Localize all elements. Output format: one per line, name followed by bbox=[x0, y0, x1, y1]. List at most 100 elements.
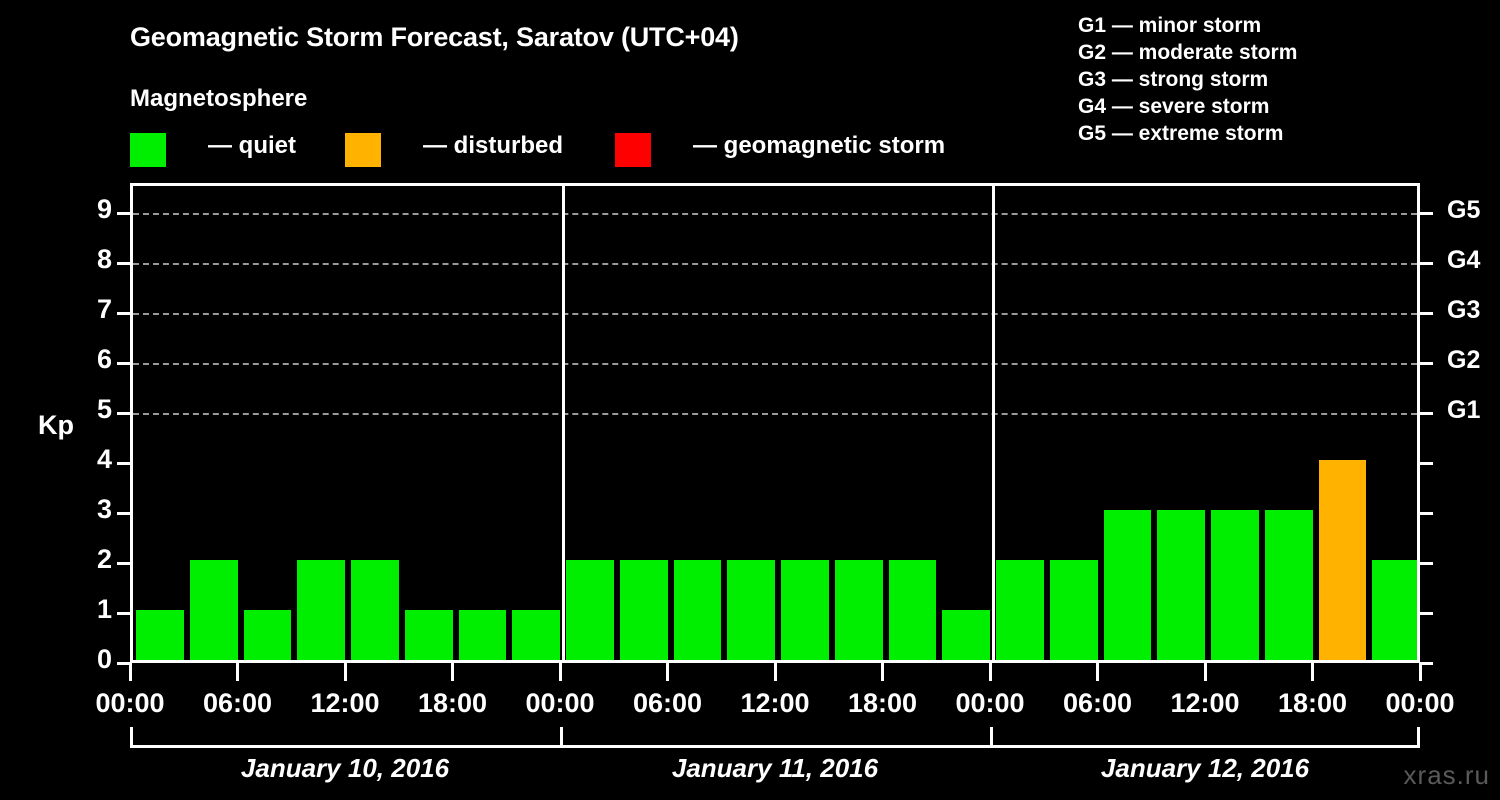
x-tick-label: 06:00 bbox=[1062, 688, 1133, 718]
bar bbox=[512, 610, 560, 660]
y-axis-title: Kp bbox=[38, 410, 74, 440]
y-tick-0 bbox=[117, 661, 130, 665]
day-bracket-tick bbox=[560, 727, 563, 748]
gridline-kp-5 bbox=[133, 413, 1417, 415]
y-tick-9 bbox=[117, 211, 130, 215]
bar bbox=[727, 560, 775, 660]
y-tick-label-4: 4 bbox=[96, 444, 112, 474]
watermark: xras.ru bbox=[1403, 760, 1490, 790]
x-tick-label: 18:00 bbox=[1277, 688, 1348, 718]
day-bracket-tick bbox=[1417, 727, 1420, 748]
bar bbox=[1049, 560, 1098, 660]
x-tick bbox=[666, 663, 669, 681]
y-tick-label-2: 2 bbox=[96, 544, 112, 574]
y-tick-right-4 bbox=[1420, 461, 1433, 465]
x-tick bbox=[343, 663, 347, 681]
bar bbox=[1103, 510, 1152, 660]
legend-label-quiet: — quiet bbox=[208, 132, 296, 159]
bar bbox=[404, 610, 453, 660]
x-tick bbox=[1418, 663, 1422, 681]
bar bbox=[996, 560, 1044, 660]
plot-area bbox=[130, 183, 1420, 663]
day-bracket-tick bbox=[990, 727, 993, 748]
gscale-axis-label-g4: G4 bbox=[1447, 246, 1481, 274]
bar bbox=[351, 560, 399, 660]
x-tick-label: 00:00 bbox=[95, 688, 165, 718]
y-tick-right-7 bbox=[1420, 311, 1433, 315]
bar bbox=[189, 560, 238, 660]
y-tick-1 bbox=[117, 611, 130, 615]
bar bbox=[1372, 560, 1417, 660]
x-tick-label: 18:00 bbox=[847, 688, 918, 718]
y-tick-6 bbox=[117, 361, 130, 365]
y-tick-label-8: 8 bbox=[96, 244, 112, 274]
day-separator bbox=[991, 186, 995, 660]
legend-swatch-disturbed-icon bbox=[345, 133, 381, 167]
x-tick-label: 06:00 bbox=[632, 688, 703, 718]
day-axis-line bbox=[130, 745, 1420, 748]
day-separator bbox=[561, 186, 565, 660]
gridline-kp-9 bbox=[133, 213, 1417, 215]
bar bbox=[458, 610, 507, 660]
gscale-axis-label-g2: G2 bbox=[1447, 346, 1481, 374]
y-tick-right-3 bbox=[1420, 511, 1433, 515]
y-tick-right-0 bbox=[1420, 661, 1433, 665]
x-tick-label: 00:00 bbox=[525, 688, 595, 718]
bar bbox=[1211, 510, 1259, 660]
y-tick-2 bbox=[117, 561, 130, 565]
y-tick-label-7: 7 bbox=[96, 294, 112, 324]
gscale-axis-label-g1: G1 bbox=[1447, 396, 1481, 424]
gridline-kp-6 bbox=[133, 363, 1417, 365]
x-tick bbox=[1203, 663, 1207, 681]
x-tick bbox=[1311, 663, 1314, 681]
gridline-kp-7 bbox=[133, 313, 1417, 315]
y-tick-label-3: 3 bbox=[96, 494, 112, 524]
x-tick bbox=[881, 663, 884, 681]
y-tick-label-1: 1 bbox=[96, 594, 112, 624]
y-tick-7 bbox=[117, 311, 130, 315]
legend-label-geomagnetic-storm: — geomagnetic storm bbox=[693, 132, 946, 159]
x-tick-label: 12:00 bbox=[310, 688, 380, 718]
x-tick bbox=[773, 663, 777, 681]
y-tick-label-0: 0 bbox=[96, 644, 112, 674]
y-tick-label-6: 6 bbox=[96, 344, 112, 374]
plot-inner bbox=[133, 186, 1417, 660]
y-tick-right-1 bbox=[1420, 611, 1433, 615]
day-bracket-tick bbox=[130, 727, 133, 748]
x-tick bbox=[451, 663, 454, 681]
bar bbox=[834, 560, 883, 660]
x-tick-label: 06:00 bbox=[202, 688, 273, 718]
legend-label-disturbed: — disturbed bbox=[423, 132, 564, 159]
page-title: Geomagnetic Storm Forecast, Saratov (UTC… bbox=[130, 22, 739, 52]
gscale-row-g1: G1 — minor storm bbox=[1078, 14, 1262, 37]
x-tick bbox=[128, 663, 132, 681]
gscale-row-g3: G3 — strong storm bbox=[1078, 68, 1269, 91]
y-tick-5 bbox=[117, 411, 130, 415]
gscale-row-g2: G2 — moderate storm bbox=[1078, 41, 1298, 64]
bar bbox=[1157, 510, 1205, 660]
x-tick bbox=[988, 663, 992, 681]
legend-swatch-quiet-icon bbox=[130, 133, 166, 167]
bar bbox=[566, 560, 614, 660]
y-tick-right-2 bbox=[1420, 561, 1433, 565]
bar bbox=[1318, 460, 1367, 660]
y-tick-right-9 bbox=[1420, 211, 1433, 215]
bar bbox=[1264, 510, 1313, 660]
bar bbox=[781, 560, 829, 660]
chart-subtitle: Magnetosphere bbox=[130, 85, 308, 112]
bar bbox=[297, 560, 345, 660]
gscale-row-g5: G5 — extreme storm bbox=[1078, 122, 1284, 145]
bar bbox=[136, 610, 184, 660]
bar bbox=[942, 610, 990, 660]
x-tick-label: 12:00 bbox=[740, 688, 810, 718]
x-tick-label: 00:00 bbox=[955, 688, 1025, 718]
day-label: January 12, 2016 bbox=[1100, 753, 1310, 783]
x-tick bbox=[558, 663, 562, 681]
y-tick-label-5: 5 bbox=[96, 394, 112, 424]
y-tick-right-6 bbox=[1420, 361, 1433, 365]
gscale-row-g4: G4 — severe storm bbox=[1078, 95, 1270, 118]
x-tick bbox=[236, 663, 239, 681]
bar bbox=[243, 610, 292, 660]
legend-swatch-geomagnetic-storm-icon bbox=[615, 133, 651, 167]
